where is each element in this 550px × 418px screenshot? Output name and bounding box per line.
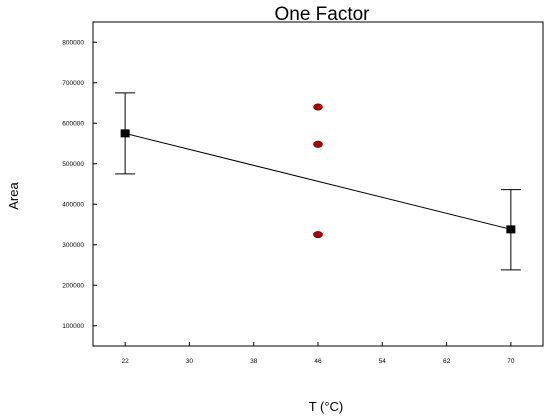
x-tick-label: 30	[186, 358, 194, 365]
y-tick-label: 300000	[62, 242, 84, 249]
y-axis-ticks: 100000 200000 300000 400000 500000 600000 7000…	[62, 39, 97, 330]
y-tick-label: 500000	[62, 161, 84, 168]
x-tick-label: 46	[314, 358, 322, 365]
x-tick-label: 22	[122, 358, 130, 365]
y-tick-label: 100000	[62, 323, 84, 330]
data-point	[313, 103, 323, 111]
plot-area	[92, 21, 544, 347]
data-point	[313, 231, 323, 239]
chart-title: One Factor	[274, 4, 370, 25]
x-axis-label: T (°C)	[309, 399, 344, 414]
chart-marks	[115, 92, 521, 271]
y-tick-label: 800000	[62, 39, 84, 46]
fit-line	[125, 132, 511, 230]
y-tick-label: 700000	[62, 80, 84, 87]
y-axis-label: Area	[6, 182, 21, 210]
x-tick-label: 62	[443, 358, 451, 365]
x-axis-ticks: 22 30 38 46 54 62 70	[122, 342, 515, 365]
y-tick-label: 200000	[62, 282, 84, 289]
x-tick-label: 70	[507, 358, 515, 365]
y-tick-label: 600000	[62, 120, 84, 127]
y-tick-label: 400000	[62, 201, 84, 208]
x-tick-label: 38	[250, 358, 258, 365]
mean-marker	[506, 225, 516, 234]
mean-marker	[120, 129, 130, 138]
x-tick-label: 54	[379, 358, 387, 365]
data-point	[313, 140, 323, 148]
